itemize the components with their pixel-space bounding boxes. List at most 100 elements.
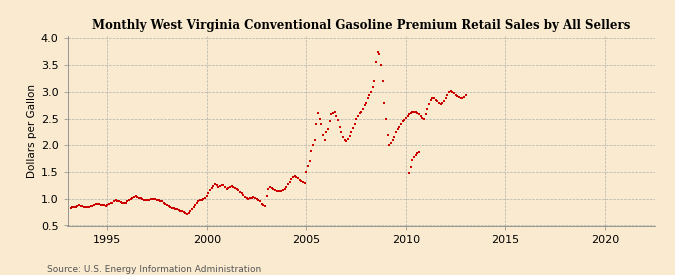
- Point: [317, 133, 328, 137]
- Point: [454, 95, 464, 100]
- Point: [399, 117, 410, 122]
- Point: [342, 137, 353, 141]
- Point: [281, 185, 292, 189]
- Point: [103, 202, 114, 206]
- Point: [138, 198, 149, 202]
- Point: [228, 185, 239, 189]
- Point: [240, 194, 250, 199]
- Point: [327, 111, 338, 116]
- Point: [458, 95, 469, 100]
- Point: [332, 117, 343, 122]
- Point: [364, 92, 375, 97]
- Point: [300, 181, 310, 185]
- Point: [160, 201, 171, 206]
- Point: [146, 197, 157, 201]
- Point: [109, 199, 119, 204]
- Point: [275, 189, 286, 194]
- Text: Source: U.S. Energy Information Administration: Source: U.S. Energy Information Administ…: [47, 265, 261, 274]
- Point: [356, 110, 367, 114]
- Point: [105, 201, 116, 205]
- Point: [290, 174, 300, 178]
- Point: [359, 103, 370, 108]
- Point: [455, 96, 466, 100]
- Point: [170, 207, 181, 211]
- Point: [235, 190, 246, 194]
- Point: [118, 200, 129, 205]
- Point: [153, 198, 164, 203]
- Point: [120, 200, 131, 205]
- Point: [261, 194, 272, 198]
- Point: [302, 163, 313, 168]
- Point: [110, 198, 121, 203]
- Point: [226, 184, 237, 189]
- Point: [124, 198, 134, 202]
- Point: [369, 79, 380, 83]
- Point: [382, 133, 393, 137]
- Point: [241, 196, 252, 200]
- Point: [186, 207, 197, 212]
- Point: [246, 196, 257, 200]
- Point: [276, 189, 287, 193]
- Point: [201, 194, 212, 198]
- Point: [140, 198, 151, 203]
- Point: [400, 115, 411, 120]
- Point: [251, 197, 262, 201]
- Point: [286, 177, 297, 181]
- Point: [351, 116, 362, 121]
- Point: [457, 96, 468, 100]
- Point: [410, 153, 421, 157]
- Point: [357, 107, 368, 111]
- Point: [437, 100, 448, 105]
- Point: [344, 133, 355, 138]
- Point: [265, 185, 275, 189]
- Point: [424, 101, 435, 106]
- Point: [87, 204, 98, 208]
- Point: [326, 112, 337, 117]
- Point: [329, 110, 340, 114]
- Point: [374, 52, 385, 57]
- Point: [213, 185, 224, 189]
- Point: [334, 124, 345, 129]
- Point: [230, 186, 240, 190]
- Point: [78, 205, 89, 209]
- Point: [168, 206, 179, 211]
- Point: [434, 100, 445, 105]
- Point: [97, 203, 108, 207]
- Point: [452, 94, 462, 98]
- Point: [346, 130, 356, 134]
- Point: [308, 143, 319, 147]
- Point: [387, 138, 398, 142]
- Point: [74, 203, 84, 207]
- Point: [397, 119, 408, 123]
- Point: [221, 187, 232, 191]
- Point: [88, 203, 99, 207]
- Point: [150, 197, 161, 202]
- Point: [203, 191, 214, 196]
- Point: [218, 183, 229, 188]
- Point: [167, 206, 178, 210]
- Point: [404, 112, 414, 117]
- Point: [404, 171, 414, 175]
- Point: [101, 204, 111, 208]
- Point: [205, 188, 215, 192]
- Point: [377, 79, 388, 83]
- Point: [362, 96, 373, 100]
- Point: [417, 115, 428, 120]
- Point: [84, 205, 95, 209]
- Point: [70, 205, 81, 209]
- Point: [148, 197, 159, 201]
- Point: [311, 122, 322, 126]
- Point: [340, 138, 350, 142]
- Point: [94, 202, 105, 206]
- Point: [207, 186, 217, 190]
- Point: [182, 211, 192, 216]
- Point: [414, 150, 425, 154]
- Point: [107, 200, 117, 205]
- Point: [379, 100, 390, 105]
- Point: [391, 130, 402, 134]
- Point: [277, 188, 288, 192]
- Point: [185, 209, 196, 213]
- Point: [284, 180, 295, 184]
- Point: [198, 197, 209, 202]
- Point: [72, 204, 83, 208]
